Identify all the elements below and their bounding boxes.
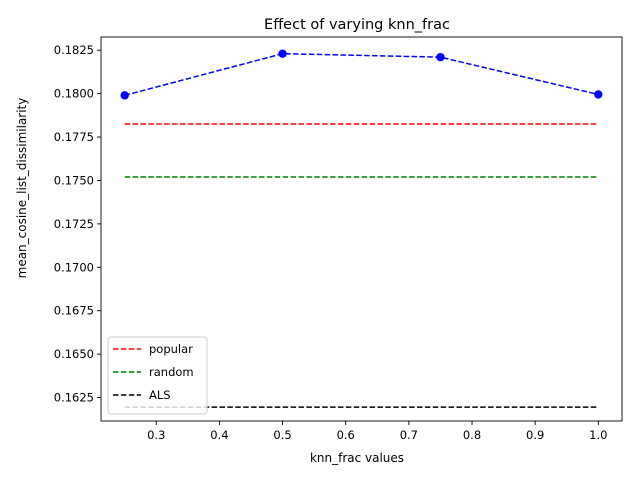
axes-frame — [100, 36, 623, 422]
data-point — [594, 90, 603, 99]
axes: 0.3 0.4 0.5 0.6 0.7 0.8 0.9 1.0 0.1625 0.1650 0.16… — [54, 36, 623, 442]
y-tick-label: 0.1625 — [54, 391, 94, 405]
x-tick-label: 0.9 — [526, 428, 544, 442]
data-point — [436, 52, 445, 62]
legend-label-random: random — [149, 365, 194, 379]
y-tick-label: 0.1650 — [54, 347, 94, 361]
y-tick-label: 0.1700 — [54, 260, 94, 274]
x-tick-label: 0.3 — [147, 428, 165, 442]
x-tick-label: 0.5 — [273, 428, 291, 442]
x-tick-label: 0.6 — [337, 428, 355, 442]
y-tick-label: 0.1675 — [54, 304, 94, 318]
y-tick-label: 0.1775 — [54, 130, 94, 144]
x-tick-label: 0.8 — [463, 428, 481, 442]
x-tick-label: 1.0 — [589, 428, 607, 442]
legend: popular random ALS — [107, 336, 208, 415]
legend-label-popular: popular — [149, 342, 193, 356]
y-tick-label: 0.1800 — [54, 87, 94, 101]
x-tick-label: 0.4 — [210, 428, 228, 442]
y-tick-label: 0.1750 — [54, 173, 94, 187]
x-axis-label: knn_frac values — [310, 451, 404, 465]
x-tick-label: 0.7 — [400, 428, 418, 442]
data-point — [278, 49, 287, 58]
y-tick-label: 0.1825 — [54, 43, 94, 57]
series-line-knn-frac — [124, 52, 599, 97]
legend-label-als: ALS — [149, 388, 171, 402]
y-axis-label: mean_cosine_list_dissimilarity — [15, 98, 29, 279]
y-tick-label: 0.1725 — [54, 217, 94, 231]
plot-area — [120, 49, 603, 408]
data-point — [120, 91, 129, 100]
chart-title: Effect of varying knn_frac — [264, 17, 450, 33]
